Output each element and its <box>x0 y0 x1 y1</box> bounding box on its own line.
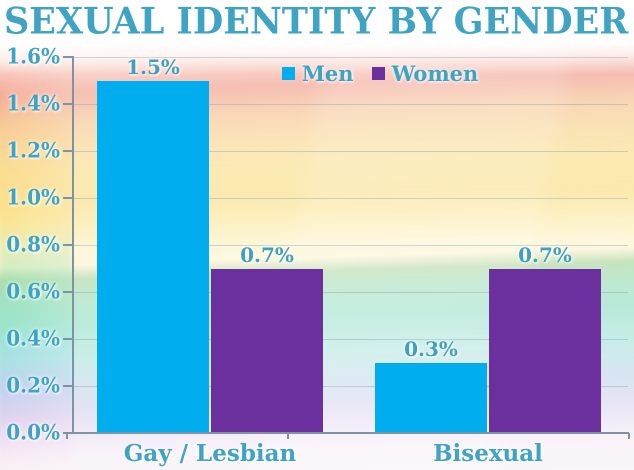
x-tick-mark <box>287 433 289 439</box>
x-tick-mark <box>628 433 630 439</box>
y-tick-mark <box>63 244 72 246</box>
y-tick-label: 0.0% <box>6 419 60 445</box>
title-band: SEXUAL IDENTITY BY GENDER <box>0 0 634 42</box>
value-label-women-bisexual: 0.7% <box>518 242 572 267</box>
legend-item-men: Men <box>281 60 354 86</box>
y-tick-label: 0.8% <box>6 231 60 257</box>
gridline-0.6 <box>73 291 628 293</box>
legend: Men Women <box>250 60 510 86</box>
gridline-0.8 <box>73 244 628 246</box>
y-tick-label: 0.4% <box>6 325 60 351</box>
gridline-0.2 <box>73 385 628 387</box>
bar-women-gay-lesbian <box>211 268 323 433</box>
y-tick-mark <box>63 150 72 152</box>
y-axis-line <box>72 56 74 434</box>
category-label-bisexual: Bisexual <box>433 440 543 467</box>
y-tick-mark <box>63 197 72 199</box>
value-label-men-gay-lesbian: 1.5% <box>126 54 180 79</box>
y-tick-mark <box>63 56 72 58</box>
gridline-1.6 <box>73 56 628 58</box>
legend-item-women: Women <box>371 60 479 86</box>
y-tick-label: 0.6% <box>6 278 60 304</box>
value-label-men-bisexual: 0.3% <box>404 336 458 361</box>
x-axis-line <box>66 432 629 434</box>
gridline-1.4 <box>73 103 628 105</box>
bar-men-bisexual <box>375 362 487 433</box>
y-tick-mark <box>63 103 72 105</box>
y-tick-label: 1.6% <box>6 43 60 69</box>
bar-men-gay-lesbian <box>97 80 209 433</box>
x-tick-mark <box>66 433 68 439</box>
legend-label-men: Men <box>301 60 354 86</box>
top-fade-overlay <box>0 42 634 74</box>
flag-left-edge <box>0 42 72 470</box>
y-tick-label: 0.2% <box>6 372 60 398</box>
women-swatch-icon <box>371 66 385 80</box>
y-tick-mark <box>63 291 72 293</box>
y-tick-label: 1.0% <box>6 184 60 210</box>
gridline-1.0 <box>73 197 628 199</box>
bar-women-bisexual <box>489 268 601 433</box>
gridline-0.4 <box>73 338 628 340</box>
chart-title: SEXUAL IDENTITY BY GENDER <box>4 0 629 43</box>
gridline-1.2 <box>73 150 628 152</box>
y-tick-mark <box>63 385 72 387</box>
y-tick-label: 1.4% <box>6 90 60 116</box>
value-label-women-gay-lesbian: 0.7% <box>240 242 294 267</box>
legend-label-women: Women <box>391 60 479 86</box>
y-tick-label: 1.2% <box>6 137 60 163</box>
men-swatch-icon <box>281 66 295 80</box>
category-label-gay-lesbian: Gay / Lesbian <box>123 440 297 467</box>
y-tick-mark <box>63 338 72 340</box>
